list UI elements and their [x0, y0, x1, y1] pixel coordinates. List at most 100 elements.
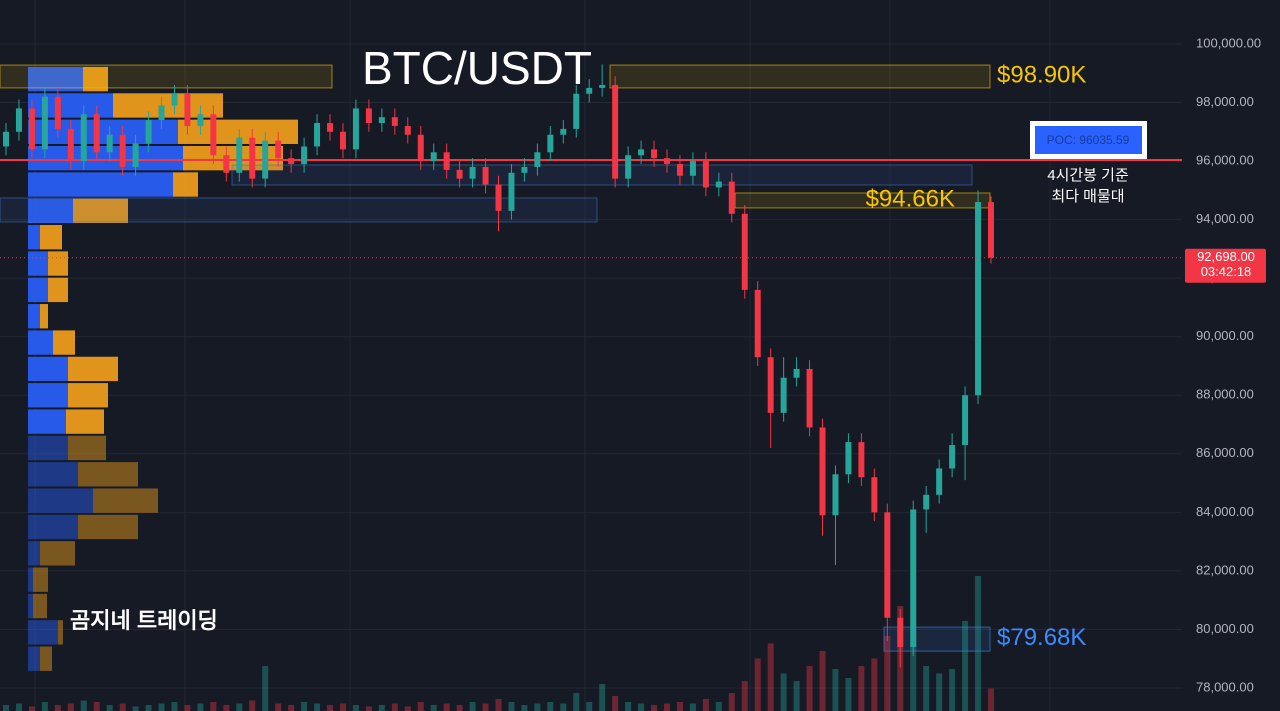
- volume-bar: [547, 702, 554, 711]
- y-tick-label: 86,000.00: [1196, 445, 1254, 460]
- volume-bar: [41, 702, 48, 711]
- volume-bar: [495, 699, 502, 711]
- volume-bar: [171, 702, 178, 711]
- profile-buy: [28, 145, 183, 171]
- profile-sell: [40, 304, 48, 329]
- volume-bar: [365, 706, 372, 711]
- volume-bar: [702, 699, 709, 711]
- candle-body: [689, 161, 696, 176]
- volume-bar: [612, 696, 619, 711]
- volume-bar: [210, 702, 217, 711]
- candle-body: [197, 114, 204, 126]
- candle-body: [586, 87, 593, 94]
- volume-bar: [651, 705, 658, 711]
- volume-bar: [949, 669, 956, 711]
- candle-body: [676, 164, 683, 176]
- volume-bar: [236, 703, 243, 711]
- volume-bar: [443, 703, 450, 711]
- profile-buy: [28, 383, 68, 408]
- candle-body: [391, 117, 398, 126]
- volume-bar: [275, 703, 282, 711]
- profile-sell: [78, 514, 138, 540]
- candle-body: [806, 368, 813, 428]
- y-tick-label: 84,000.00: [1196, 504, 1254, 519]
- profile-sell: [173, 172, 198, 197]
- volume-bar: [404, 706, 411, 711]
- volume-bar: [754, 658, 761, 711]
- profile-sell: [113, 93, 223, 118]
- volume-bar: [93, 702, 100, 711]
- candle-body: [106, 134, 113, 153]
- profile-sell: [93, 488, 158, 513]
- profile-sell: [53, 330, 75, 355]
- profile-buy: [28, 356, 68, 382]
- volume-bar: [819, 651, 826, 711]
- volume-bar: [132, 706, 139, 711]
- volume-bar: [936, 673, 943, 711]
- y-tick-label: 82,000.00: [1196, 562, 1254, 577]
- volume-bar: [482, 703, 489, 711]
- volume-bar: [28, 706, 35, 711]
- candle-body: [715, 181, 722, 188]
- volume-bar: [158, 703, 165, 711]
- candle-body: [534, 152, 541, 167]
- volume-bar: [378, 705, 385, 711]
- profile-buy: [28, 567, 33, 592]
- profile-sell: [40, 541, 75, 566]
- candle-body: [236, 137, 243, 173]
- volume-bar: [262, 666, 269, 711]
- profile-buy: [28, 198, 73, 224]
- candle-body: [780, 377, 787, 413]
- candle-body: [327, 123, 334, 132]
- candle-body: [314, 123, 321, 147]
- profile-sell: [33, 567, 48, 592]
- candle-body: [832, 474, 839, 516]
- volume-bar: [560, 703, 567, 711]
- zone-label: $94.66K: [866, 186, 955, 213]
- candle-body: [443, 152, 450, 170]
- volume-bar: [676, 702, 683, 711]
- candle-body: [573, 93, 580, 129]
- candle-body: [508, 172, 515, 211]
- candle-body: [858, 442, 865, 478]
- profile-sell: [78, 462, 138, 487]
- volume-bar: [67, 703, 74, 711]
- candle-body: [3, 131, 9, 147]
- candle-body: [599, 84, 606, 88]
- candle-body: [871, 477, 878, 513]
- zone: [0, 64, 333, 89]
- candle-body: [936, 468, 943, 495]
- candle-body: [910, 509, 917, 648]
- profile-buy: [28, 330, 53, 355]
- candle-body: [249, 137, 256, 179]
- volume-bar: [197, 703, 204, 711]
- volume-bar: [469, 702, 476, 711]
- zone-label: $79.68K: [997, 624, 1086, 651]
- profile-buy: [28, 541, 40, 566]
- volume-bar: [54, 705, 61, 711]
- candle-body: [612, 84, 619, 179]
- candle-body: [845, 442, 852, 475]
- candle-body: [819, 427, 826, 516]
- volume-bar: [884, 636, 891, 711]
- y-tick-label: 98,000.00: [1196, 94, 1254, 109]
- volume-bar: [858, 666, 865, 711]
- candle-body: [28, 108, 35, 150]
- poc-label: POC: 96035.59: [1047, 133, 1130, 147]
- profile-buy: [28, 593, 33, 619]
- profile-buy: [28, 409, 66, 434]
- volume-bar: [871, 658, 878, 711]
- volume-bar: [3, 705, 9, 711]
- candle-body: [638, 149, 645, 156]
- volume-bar: [184, 705, 191, 711]
- candle-body: [469, 166, 476, 179]
- chart-title: BTC/USDT: [362, 42, 592, 94]
- candle-body: [352, 108, 359, 150]
- volume-bar: [508, 702, 515, 711]
- candle-body: [262, 140, 269, 179]
- profile-sell: [73, 198, 128, 224]
- poc-box: [1035, 126, 1142, 154]
- volume-bar: [314, 703, 321, 711]
- profile-buy: [28, 462, 78, 487]
